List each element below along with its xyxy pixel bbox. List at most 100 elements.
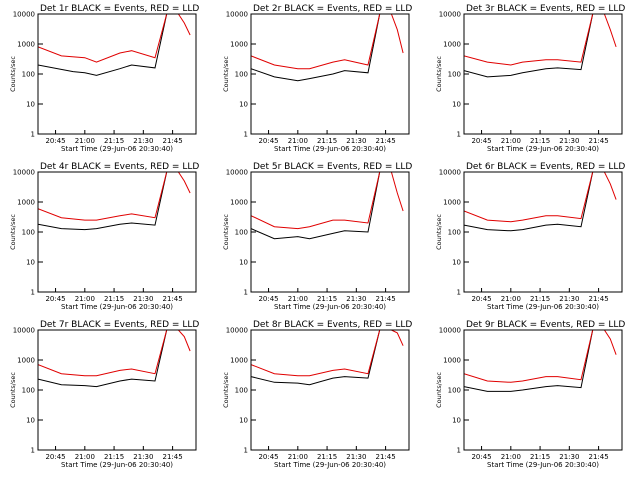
y-tick-label: 1000 xyxy=(443,357,461,365)
x-tick-label: 21:15 xyxy=(317,137,337,145)
y-tick-label: 10 xyxy=(239,101,248,109)
plot-frame xyxy=(250,171,410,293)
plot-frame xyxy=(37,171,197,293)
panel-7: Det 7r BLACK = Events, RED = LLD 1 10 100 10… xyxy=(9,320,199,469)
series-lld xyxy=(38,14,191,63)
x-tick-label: 20:45 xyxy=(258,453,278,461)
y-tick-label: 1 xyxy=(457,447,461,455)
x-tick-label: 21:00 xyxy=(501,453,521,461)
y-tick-label: 100 xyxy=(235,71,248,79)
panel-title: Det 8r BLACK = Events, RED = LLD xyxy=(253,320,412,330)
x-tick-label: 21:15 xyxy=(104,295,124,303)
plot-frame xyxy=(37,13,197,135)
panel-title: Det 4r BLACK = Events, RED = LLD xyxy=(40,162,199,172)
x-tick-label: 21:30 xyxy=(346,137,366,145)
y-tick-label: 10000 xyxy=(13,11,35,19)
y-tick-label: 10 xyxy=(26,417,35,425)
plot-frame xyxy=(463,329,623,451)
series-events xyxy=(251,14,404,82)
series-events xyxy=(464,14,617,78)
x-tick-label: 21:30 xyxy=(346,295,366,303)
x-tick-label: 21:00 xyxy=(288,453,308,461)
x-tick-label: 21:15 xyxy=(104,137,124,145)
panel-2: Det 2r BLACK = Events, RED = LLD 1 10 100 10… xyxy=(222,4,412,153)
x-tick-label: 20:45 xyxy=(45,295,65,303)
panel-6: Det 6r BLACK = Events, RED = LLD 1 10 100 10… xyxy=(435,162,625,311)
y-tick-label: 10 xyxy=(452,101,461,109)
x-tick-label: 21:15 xyxy=(530,453,550,461)
series-events xyxy=(38,172,191,231)
y-tick-label: 10000 xyxy=(13,169,35,177)
panel-title: Det 2r BLACK = Events, RED = LLD xyxy=(253,4,412,14)
y-tick-label: 1 xyxy=(457,289,461,297)
y-tick-label: 1 xyxy=(31,131,35,139)
panel-title: Det 3r BLACK = Events, RED = LLD xyxy=(466,4,625,14)
plot-frame xyxy=(463,171,623,293)
series-lld xyxy=(38,172,191,221)
x-tick-label: 20:45 xyxy=(258,295,278,303)
x-tick-label: 21:00 xyxy=(75,453,95,461)
x-tick-label: 21:15 xyxy=(530,295,550,303)
x-axis-label: Start Time (29-Jun-06 20:30:40) xyxy=(274,461,386,469)
y-tick-label: 1000 xyxy=(443,41,461,49)
panel-8: Det 8r BLACK = Events, RED = LLD 1 10 100 10… xyxy=(222,320,412,469)
panel-title: Det 1r BLACK = Events, RED = LLD xyxy=(40,4,199,14)
series-events xyxy=(464,330,617,392)
y-tick-label: 100 xyxy=(235,229,248,237)
x-tick-label: 21:45 xyxy=(375,453,395,461)
y-tick-label: 100 xyxy=(22,71,35,79)
x-tick-label: 21:00 xyxy=(75,295,95,303)
y-tick-label: 10 xyxy=(452,417,461,425)
y-tick-label: 1000 xyxy=(230,199,248,207)
x-tick-label: 21:15 xyxy=(530,137,550,145)
y-tick-label: 1000 xyxy=(17,199,35,207)
x-tick-label: 20:45 xyxy=(471,453,491,461)
y-tick-label: 100 xyxy=(235,387,248,395)
x-tick-label: 21:30 xyxy=(559,453,579,461)
y-tick-label: 10 xyxy=(26,101,35,109)
x-axis-label: Start Time (29-Jun-06 20:30:40) xyxy=(487,461,599,469)
x-tick-label: 21:45 xyxy=(162,453,182,461)
plot-frame xyxy=(463,13,623,135)
series-lld xyxy=(251,330,404,377)
x-tick-label: 21:45 xyxy=(162,137,182,145)
y-tick-label: 10 xyxy=(26,259,35,267)
y-tick-label: 10000 xyxy=(13,327,35,335)
x-tick-label: 21:00 xyxy=(288,137,308,145)
y-tick-label: 10000 xyxy=(439,169,461,177)
x-tick-label: 21:00 xyxy=(501,295,521,303)
x-axis-label: Start Time (29-Jun-06 20:30:40) xyxy=(487,303,599,311)
panel-title: Det 5r BLACK = Events, RED = LLD xyxy=(253,162,412,172)
panel-title: Det 7r BLACK = Events, RED = LLD xyxy=(40,320,199,330)
y-tick-label: 100 xyxy=(448,71,461,79)
x-axis-label: Start Time (29-Jun-06 20:30:40) xyxy=(487,145,599,153)
y-tick-label: 10000 xyxy=(226,327,248,335)
panel-9: Det 9r BLACK = Events, RED = LLD 1 10 100 10… xyxy=(435,320,625,469)
y-axis-label: Counts/sec xyxy=(9,56,17,92)
x-tick-label: 21:30 xyxy=(559,295,579,303)
y-tick-label: 1000 xyxy=(230,41,248,49)
panel-1: Det 1r BLACK = Events, RED = LLD 1 10 100 10… xyxy=(9,4,199,153)
y-tick-label: 10000 xyxy=(439,11,461,19)
series-lld xyxy=(464,330,617,383)
y-axis-label: Counts/sec xyxy=(9,214,17,250)
y-tick-label: 1000 xyxy=(17,41,35,49)
x-axis-label: Start Time (29-Jun-06 20:30:40) xyxy=(61,461,173,469)
x-tick-label: 21:30 xyxy=(133,137,153,145)
y-tick-label: 1 xyxy=(244,289,248,297)
x-tick-label: 20:45 xyxy=(45,453,65,461)
x-tick-label: 21:45 xyxy=(162,295,182,303)
x-tick-label: 21:00 xyxy=(501,137,521,145)
x-tick-label: 21:45 xyxy=(588,453,608,461)
x-tick-label: 20:45 xyxy=(471,137,491,145)
x-tick-label: 20:45 xyxy=(258,137,278,145)
x-tick-label: 21:30 xyxy=(133,295,153,303)
panel-3: Det 3r BLACK = Events, RED = LLD 1 10 100 10… xyxy=(435,4,625,153)
y-tick-label: 10 xyxy=(452,259,461,267)
y-tick-label: 1 xyxy=(244,447,248,455)
y-tick-label: 1000 xyxy=(17,357,35,365)
y-tick-label: 1 xyxy=(31,289,35,297)
x-tick-label: 20:45 xyxy=(471,295,491,303)
y-axis-label: Counts/sec xyxy=(435,214,443,250)
